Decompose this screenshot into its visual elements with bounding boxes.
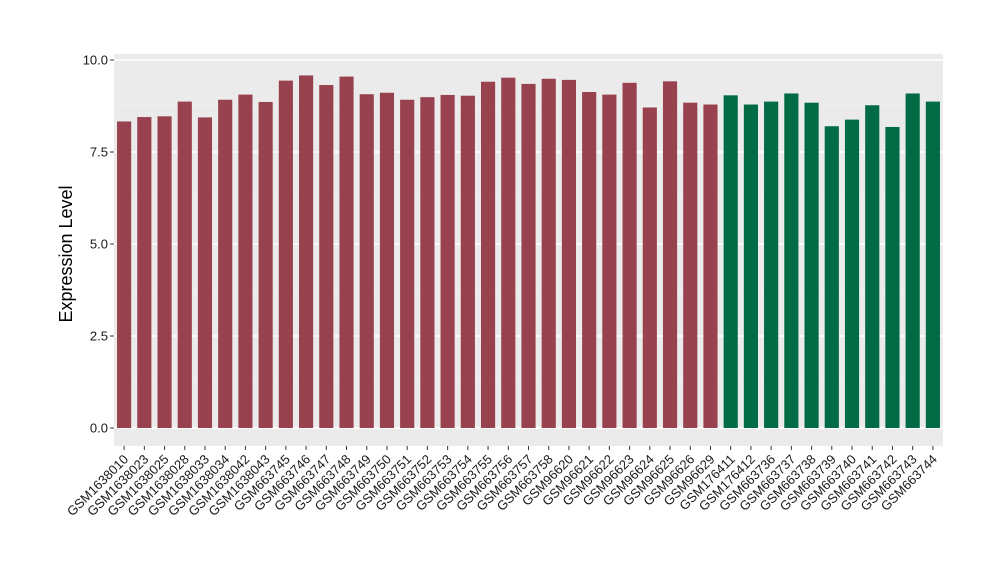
bar-GSM663751 bbox=[400, 99, 415, 428]
bar-GSM663749 bbox=[359, 94, 374, 428]
bar-GSM663745 bbox=[278, 80, 293, 428]
bar-GSM96621 bbox=[582, 92, 597, 429]
bar-GSM96622 bbox=[602, 94, 617, 428]
y-tick-label: 0.0 bbox=[90, 421, 108, 436]
bar-GSM176412 bbox=[743, 104, 758, 428]
bar-GSM96629 bbox=[703, 104, 718, 428]
bar-GSM663755 bbox=[480, 81, 496, 428]
bar-GSM663738 bbox=[804, 102, 819, 429]
bar-GSM1638042 bbox=[238, 94, 253, 428]
y-tick-label: 7.5 bbox=[90, 145, 108, 160]
bar-GSM663739 bbox=[824, 126, 839, 429]
bars bbox=[117, 75, 940, 429]
bar-GSM663737 bbox=[784, 93, 799, 428]
bar-GSM663747 bbox=[319, 85, 334, 429]
bar-GSM663757 bbox=[521, 83, 536, 429]
bar-GSM663753 bbox=[440, 94, 455, 429]
bar-GSM663744 bbox=[925, 101, 940, 429]
bar-GSM1638043 bbox=[258, 101, 273, 429]
bar-GSM1638023 bbox=[137, 117, 152, 428]
bar-GSM663736 bbox=[764, 101, 779, 429]
bar-GSM663743 bbox=[905, 93, 920, 428]
bar-GSM96623 bbox=[622, 82, 637, 428]
bar-GSM663748 bbox=[339, 76, 354, 428]
bar-GSM176411 bbox=[723, 95, 738, 428]
bar-GSM663752 bbox=[420, 97, 435, 428]
bar-GSM1638010 bbox=[117, 121, 132, 429]
bar-GSM1638028 bbox=[177, 101, 192, 429]
bar-GSM1638034 bbox=[218, 99, 233, 428]
y-tick-label: 5.0 bbox=[90, 237, 108, 252]
bar-GSM663742 bbox=[885, 126, 900, 428]
y-tick-label: 2.5 bbox=[90, 329, 108, 344]
bar-GSM663754 bbox=[460, 95, 475, 429]
bar-GSM1638033 bbox=[197, 117, 213, 429]
bar-GSM663741 bbox=[865, 105, 880, 428]
bar-GSM96620 bbox=[561, 79, 577, 428]
bar-GSM663746 bbox=[299, 75, 314, 429]
bar-GSM96625 bbox=[662, 81, 678, 429]
x-axis: GSM1638010GSM1638023GSM1638025GSM1638028… bbox=[64, 446, 940, 519]
bar-GSM663740 bbox=[844, 119, 860, 428]
y-axis: 0.0 2.5 5.0 7.5 10.0 bbox=[83, 53, 114, 436]
bar-GSM663756 bbox=[501, 77, 516, 428]
y-tick-label: 10.0 bbox=[83, 53, 108, 68]
bar-GSM96624 bbox=[642, 107, 657, 429]
bar-GSM663750 bbox=[379, 92, 395, 428]
bar-GSM663758 bbox=[541, 78, 556, 428]
bar-GSM96626 bbox=[683, 102, 698, 429]
bar-GSM1638025 bbox=[157, 116, 172, 428]
y-axis-title: Expression Level bbox=[56, 185, 76, 322]
